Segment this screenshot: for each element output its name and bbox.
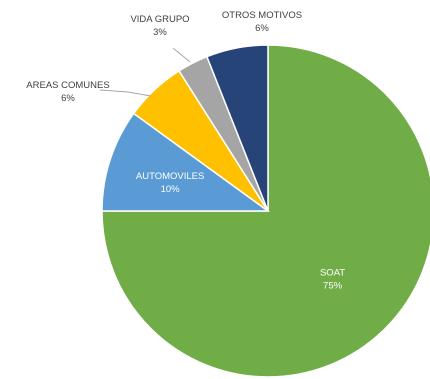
slice-label-vida-grupo: VIDA GRUPO: [130, 14, 189, 25]
slice-value-soat: 75%: [323, 281, 343, 292]
slice-value-automoviles: 10%: [161, 184, 181, 195]
slice-label-otros-motivos: OTROS MOTIVOS: [222, 10, 302, 21]
slice-value-vida-grupo: 3%: [153, 27, 167, 38]
pie-slice-automoviles: [101, 112, 271, 212]
slice-label-areas-comunes: AREAS COMUNES: [26, 80, 109, 91]
slice-value-otros-motivos: 6%: [255, 23, 269, 34]
slice-label-soat: SOAT: [320, 268, 345, 279]
pie-slice-soat: [101, 44, 430, 378]
pie-slice-otros-motivos: [205, 44, 269, 212]
labels-layer: SOAT 75% AUTOMOVILES 10% AREAS COMUNES 6% VIDA…: [26, 10, 345, 292]
slice-label-automoviles: AUTOMOVILES: [136, 171, 204, 182]
slices-layer: [101, 44, 430, 378]
leader-lines-layer: [99, 47, 191, 97]
slice-value-areas-comunes: 6%: [61, 93, 75, 104]
leader-line-areas-comunes: [99, 89, 152, 97]
leader-line-vida-grupo: [172, 47, 191, 63]
